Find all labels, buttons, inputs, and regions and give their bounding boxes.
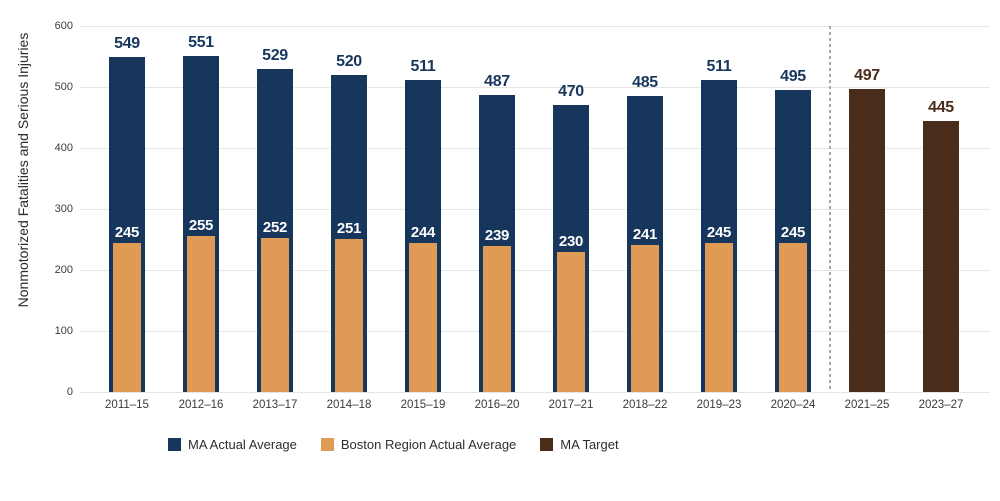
gridline-100: [80, 330, 990, 332]
x-axis-label: 2012–16: [178, 399, 224, 411]
bar-value-label-ma-actual: 485: [632, 74, 658, 92]
bar-boston-region-actual-average: [705, 242, 733, 392]
bar-value-label-ma-actual: 495: [780, 68, 806, 86]
bar-value-label-boston-region: 241: [632, 225, 658, 243]
y-tick-label-500: 500: [54, 81, 73, 93]
legend-swatch-boston-region-actual-average: [320, 438, 334, 451]
legend-swatch-ma-target: [540, 438, 554, 451]
x-axis-label: 2015–19: [400, 399, 446, 411]
bar-boston-region-actual-average: [261, 238, 289, 392]
bar-value-label-ma-actual: 511: [410, 58, 436, 76]
x-axis-label: 2014–18: [326, 399, 372, 411]
bar-value-label-boston-region: 245: [780, 223, 806, 241]
x-axis-label: 2021–25: [844, 399, 890, 411]
bar-value-label-boston-region: 244: [410, 224, 436, 242]
bar-boston-region-actual-average: [113, 242, 141, 392]
bar-value-label-ma-actual: 549: [114, 35, 140, 53]
bar-ma-target: [923, 120, 959, 392]
y-tick-label-400: 400: [54, 142, 73, 154]
gridline-400: [80, 147, 990, 149]
bar-value-label-boston-region: 252: [262, 219, 288, 237]
gridline-300: [80, 208, 990, 210]
y-tick-label-300: 300: [54, 203, 73, 215]
bar-value-label-boston-region: 245: [114, 223, 140, 241]
bar-value-label-ma-actual: 529: [262, 47, 288, 65]
bar-value-label-boston-region: 255: [188, 217, 214, 235]
bar-boston-region-actual-average: [187, 236, 215, 392]
bar-boston-region-actual-average: [335, 238, 363, 392]
legend-swatch-ma-actual-average: [168, 438, 181, 451]
bar-boston-region-actual-average: [409, 243, 437, 392]
legend: MA Actual Average Boston Region Actual A…: [168, 437, 619, 452]
x-axis-label: 2020–24: [770, 399, 816, 411]
x-axis-label: 2011–15: [105, 399, 149, 411]
x-axis-label: 2016–20: [474, 399, 520, 411]
bar-value-label-ma-actual: 487: [484, 72, 510, 90]
x-axis-label: 2013–17: [252, 399, 298, 411]
target-separator-line: [829, 26, 831, 392]
bar-boston-region-actual-average: [557, 251, 585, 392]
x-axis-label: 2023–27: [918, 399, 964, 411]
x-axis-label: 2019–23: [696, 399, 742, 411]
legend-item-ma-target: MA Target: [540, 437, 619, 452]
bar-value-label-boston-region: 245: [706, 223, 732, 241]
bar-value-label-boston-region: 239: [484, 227, 510, 245]
bar-value-label-ma-target: 445: [928, 98, 954, 116]
y-tick-label-600: 600: [54, 20, 73, 32]
y-tick-label-100: 100: [54, 325, 73, 337]
bar-value-label-ma-target: 497: [854, 66, 880, 84]
bar-boston-region-actual-average: [631, 244, 659, 392]
gridline-0: [80, 391, 990, 393]
bar-value-label-ma-actual: 551: [188, 33, 214, 51]
gridline-200: [80, 269, 990, 271]
plot-area: 549 245 2011–15 551 255 2012–16 529 252 2013–17 5…: [80, 25, 990, 411]
legend-item-boston-region-actual-average: Boston Region Actual Average: [320, 437, 517, 452]
legend-label-ma-target: MA Target: [560, 437, 619, 452]
bar-ma-target: [849, 88, 885, 392]
gridline-600: [80, 25, 990, 27]
x-axis-label: 2018–22: [622, 399, 668, 411]
bar-value-label-ma-actual: 520: [336, 52, 362, 70]
bar-value-label-boston-region: 251: [336, 219, 362, 237]
bar-value-label-ma-actual: 511: [706, 58, 732, 76]
legend-label-boston-region-actual-average: Boston Region Actual Average: [340, 437, 517, 452]
bar-boston-region-actual-average: [779, 242, 807, 392]
legend-label-ma-actual-average: MA Actual Average: [188, 437, 297, 452]
y-tick-label-0: 0: [66, 386, 73, 398]
y-tick-label-200: 200: [54, 264, 73, 276]
bar-boston-region-actual-average: [483, 246, 511, 392]
bar-value-label-ma-actual: 470: [558, 83, 584, 101]
legend-item-ma-actual-average: MA Actual Average: [168, 437, 297, 452]
x-axis-label: 2017–21: [548, 399, 594, 411]
bar-value-label-boston-region: 230: [558, 232, 584, 250]
gridline-500: [80, 86, 990, 88]
